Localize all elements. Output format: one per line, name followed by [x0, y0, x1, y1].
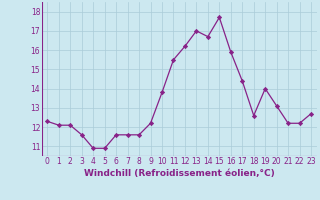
X-axis label: Windchill (Refroidissement éolien,°C): Windchill (Refroidissement éolien,°C) — [84, 169, 275, 178]
